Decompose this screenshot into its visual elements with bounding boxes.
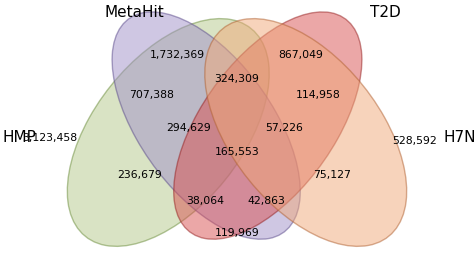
- Text: 75,127: 75,127: [313, 170, 351, 180]
- Text: HMP: HMP: [2, 131, 36, 145]
- Text: H7N9: H7N9: [443, 131, 474, 145]
- Ellipse shape: [205, 18, 407, 246]
- Text: MetaHit: MetaHit: [104, 5, 164, 20]
- Text: 324,309: 324,309: [215, 74, 259, 84]
- Text: 165,553: 165,553: [215, 147, 259, 157]
- Text: 3,123,458: 3,123,458: [22, 133, 77, 143]
- Text: 1,732,369: 1,732,369: [150, 50, 205, 60]
- Text: 867,049: 867,049: [279, 50, 323, 60]
- Text: 294,629: 294,629: [166, 123, 211, 133]
- Ellipse shape: [112, 12, 300, 239]
- Text: 57,226: 57,226: [265, 123, 303, 133]
- Text: 42,863: 42,863: [247, 196, 285, 206]
- Text: 38,064: 38,064: [186, 196, 224, 206]
- Text: 119,969: 119,969: [215, 228, 259, 238]
- Ellipse shape: [174, 12, 362, 239]
- Text: T2D: T2D: [370, 5, 401, 20]
- Text: 707,388: 707,388: [129, 90, 174, 100]
- Text: 528,592: 528,592: [392, 136, 437, 146]
- Text: 236,679: 236,679: [118, 170, 162, 180]
- Text: 114,958: 114,958: [296, 90, 341, 100]
- Ellipse shape: [67, 18, 269, 246]
